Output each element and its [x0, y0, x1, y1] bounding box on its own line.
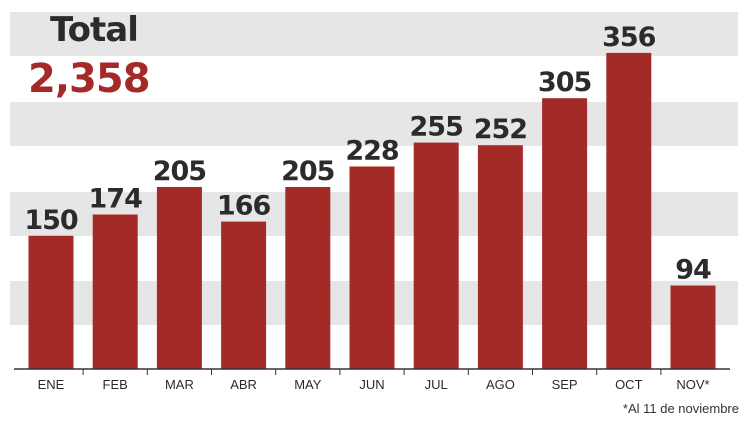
category-label: ENE [38, 377, 65, 392]
bar-may [285, 187, 331, 369]
category-label: OCT [615, 377, 643, 392]
value-label: 228 [345, 136, 399, 167]
category-labels-group: ENE FEB MAR ABR MAY JUN JUL AGO SEP OCT NOV* [38, 377, 710, 392]
bar-ago [477, 145, 523, 369]
category-label: MAY [294, 377, 322, 392]
value-labels-group: 150 174 205 166 205 228 255 252 305 356 94 [24, 22, 712, 286]
background-stripe [10, 12, 738, 56]
category-label: MAR [165, 377, 194, 392]
value-label: 150 [24, 205, 78, 236]
bar-oct [606, 52, 652, 370]
bar-abr [221, 221, 267, 369]
bar-nov [670, 285, 716, 369]
value-label: 174 [89, 184, 143, 215]
bars-group [28, 52, 716, 370]
bar-jun [349, 166, 395, 369]
category-label: FEB [103, 377, 128, 392]
category-label: ABR [230, 377, 257, 392]
value-label: 255 [410, 112, 463, 143]
bar-sep [542, 98, 588, 369]
category-label: AGO [486, 377, 515, 392]
value-label: 305 [538, 67, 591, 98]
category-label: NOV* [676, 377, 709, 392]
bar-jul [413, 142, 459, 369]
value-label: 205 [281, 156, 334, 187]
category-label: JUN [359, 377, 384, 392]
x-axis-ticks [82, 369, 662, 375]
value-label: 205 [153, 156, 206, 187]
bar-ene [28, 235, 74, 369]
total-label: Total [50, 10, 139, 50]
total-value: 2,358 [28, 56, 151, 102]
value-label: 252 [474, 114, 527, 145]
category-label: JUL [425, 377, 448, 392]
bar-feb [92, 214, 138, 369]
value-label: 166 [217, 191, 271, 222]
value-label: 94 [675, 255, 711, 286]
footnote: *Al 11 de noviembre [622, 401, 739, 416]
bar-mar [156, 187, 202, 369]
category-label: SEP [552, 377, 578, 392]
value-label: 356 [602, 22, 656, 53]
